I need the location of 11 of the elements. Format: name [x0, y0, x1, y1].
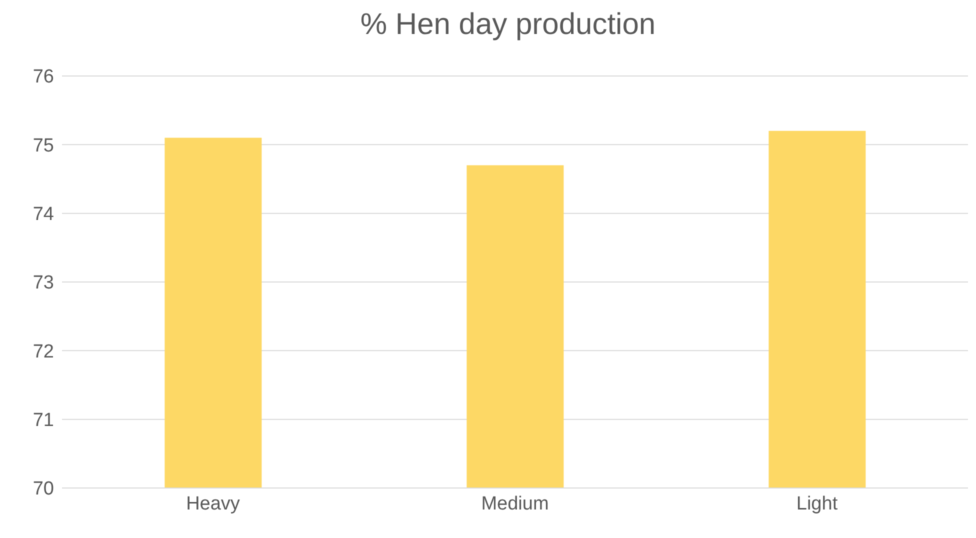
y-tick-label: 70 — [32, 478, 54, 500]
y-tick-label: 71 — [32, 410, 54, 432]
y-tick-label: 75 — [32, 135, 54, 156]
y-tick-label: 72 — [32, 341, 54, 362]
y-tick-label: 73 — [32, 272, 54, 294]
x-tick-label: Light — [796, 493, 838, 514]
x-tick-label: Medium — [481, 493, 549, 514]
y-tick-label: 76 — [32, 66, 54, 88]
y-tick-label: 74 — [32, 204, 54, 226]
chart-title: % Hen day production — [359, 8, 657, 43]
x-tick-label: Heavy — [186, 493, 240, 514]
